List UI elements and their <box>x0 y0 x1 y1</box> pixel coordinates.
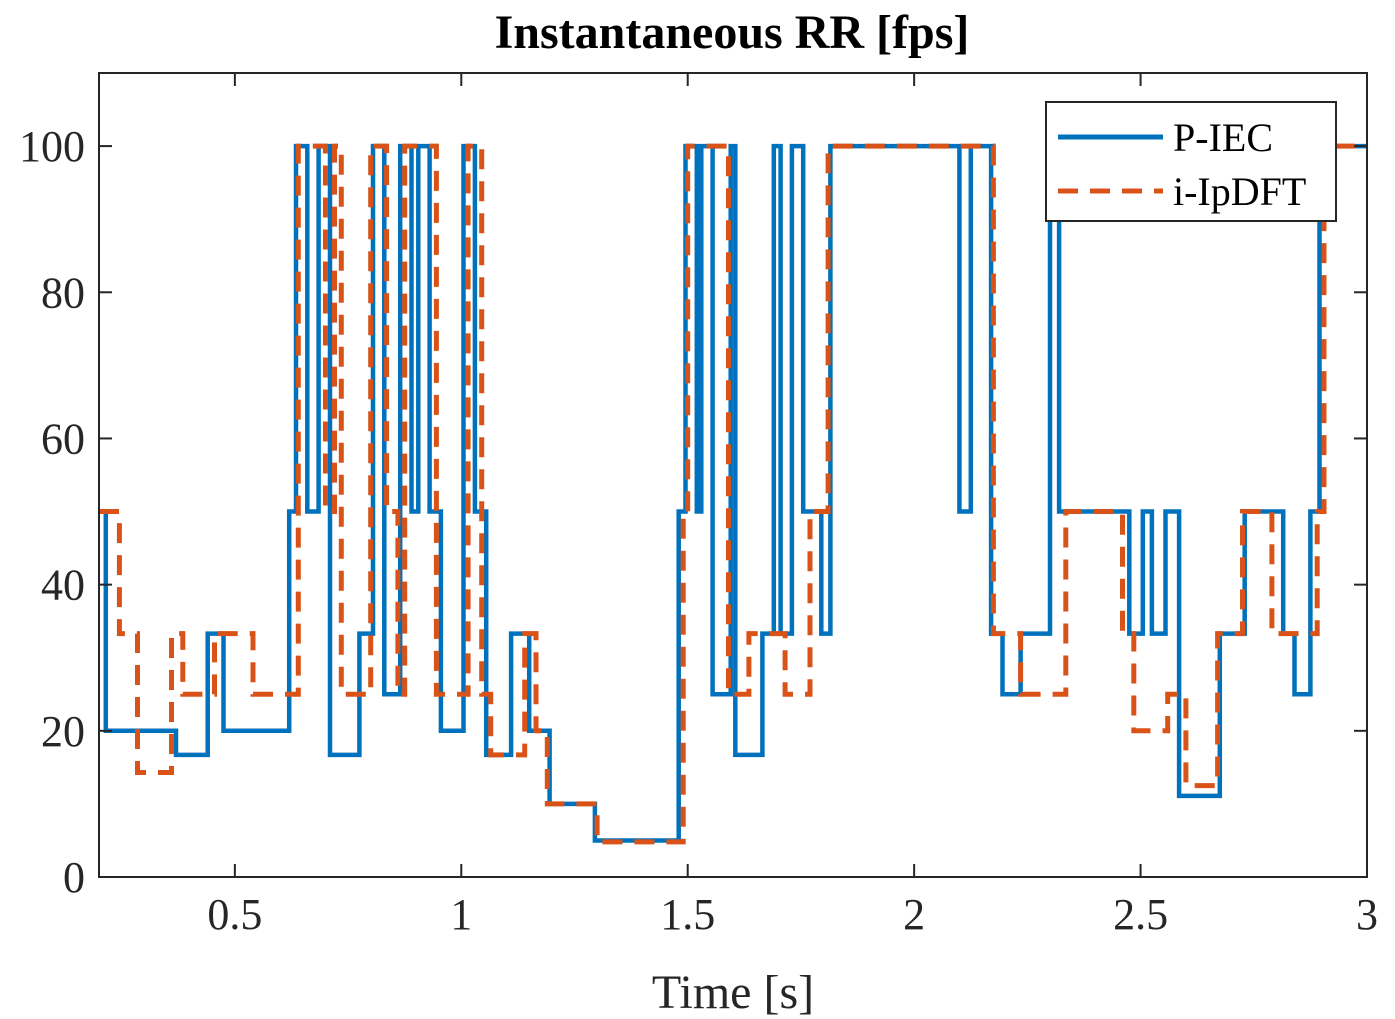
series-layer <box>99 143 1367 845</box>
y-tick-label: 60 <box>41 414 85 463</box>
x-tick-label: 1 <box>450 890 472 939</box>
x-tick-label: 2 <box>903 890 925 939</box>
y-tick-label: 80 <box>41 268 85 317</box>
legend: P-IEC i-IpDFT <box>1045 101 1337 222</box>
x-tick-label: 0.5 <box>207 890 262 939</box>
ticks-layer: 0.5 1 1.5 2 2.5 3 0 20 40 60 80 100 <box>19 73 1378 939</box>
y-tick-label: 40 <box>41 561 85 610</box>
x-tick-label: 3 <box>1356 890 1378 939</box>
legend-label-i-ipdft: i-IpDFT <box>1173 169 1306 214</box>
x-tick-label: 1.5 <box>660 890 715 939</box>
y-tick-label: 100 <box>19 122 85 171</box>
x-axis-label: Time [s] <box>652 966 814 1019</box>
plot-frame <box>98 72 1368 878</box>
series-line-i-ipdft <box>99 143 1367 845</box>
legend-label-p-iec: P-IEC <box>1173 115 1273 160</box>
y-tick-label: 0 <box>63 853 85 902</box>
x-tick-label: 2.5 <box>1113 890 1168 939</box>
legend-box <box>1045 101 1337 222</box>
chart-title: Instantaneous RR [fps] <box>495 6 970 59</box>
y-tick-label: 20 <box>41 707 85 756</box>
